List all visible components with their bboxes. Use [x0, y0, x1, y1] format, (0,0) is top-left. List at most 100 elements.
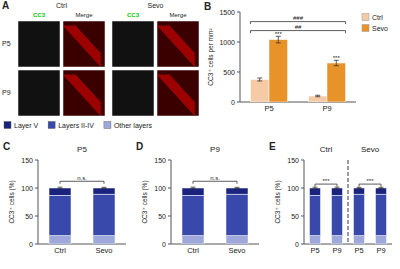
error-bar [315, 95, 320, 96]
y-tick [301, 216, 304, 217]
stain-stripe [74, 75, 100, 104]
group-header: Sevo [148, 2, 164, 9]
bracket-label: *** [366, 178, 374, 184]
y-tick [237, 12, 240, 13]
y-tick [168, 160, 171, 161]
legend-label: Ctrl [372, 14, 383, 21]
bar [93, 194, 115, 235]
panel-label: B [204, 1, 211, 12]
y-tick-label: 1500 [219, 9, 235, 16]
y-tick [301, 244, 304, 245]
bracket-label: ### [293, 15, 304, 21]
y-tick [237, 42, 240, 43]
y-tick-label: 0 [295, 241, 299, 248]
bar [310, 236, 321, 244]
stain-stripe [64, 75, 101, 115]
y-tick-label: 50 [291, 213, 299, 220]
significance: *** [333, 55, 341, 61]
panel-a: AP5P9CtrlCC3MergeSevoCC3Merge [2, 0, 199, 116]
x-tick-label: Sevo [95, 246, 112, 255]
column-header: CC3 [33, 12, 46, 18]
stain-stripe [67, 26, 101, 63]
stain-stripe [166, 75, 195, 107]
y-axis-label: CC3⁺ cells (%) [8, 180, 16, 223]
bar [182, 236, 204, 244]
panel-label: D [136, 141, 143, 152]
x-tick-label: Ctrl [54, 246, 66, 255]
error-bar [334, 60, 339, 65]
bar [332, 188, 343, 195]
legend-label: Layers II-IV [58, 122, 94, 130]
bar [182, 195, 204, 235]
bar [226, 236, 248, 244]
y-tick [301, 160, 304, 161]
bracket [250, 31, 345, 33]
panel: 050010001500P5P9CC3⁺ cells per mm²B*****… [204, 1, 356, 113]
y-tick-label: 100 [21, 185, 33, 192]
error-bar [379, 187, 384, 188]
row-label: P5 [2, 40, 11, 47]
y-tick-label: 150 [21, 157, 33, 164]
y-tick [168, 244, 171, 245]
subtitle: P5 [77, 145, 87, 154]
x-tick-label: P5 [354, 246, 363, 255]
panel: 050100150CtrlSevoCC3⁺ cells (%)DP9n.s. [136, 141, 259, 255]
group-label: Sevo [361, 145, 380, 154]
y-tick-label: 0 [162, 241, 166, 248]
stain-stripe [74, 26, 100, 55]
bracket [359, 184, 381, 187]
bar [226, 188, 248, 194]
bar [250, 80, 269, 103]
stain-stripe [69, 26, 101, 61]
legend-swatch [362, 25, 369, 32]
x-tick-label: P5 [310, 246, 319, 255]
micrograph [157, 21, 199, 67]
subtitle: P9 [210, 145, 220, 154]
y-axis [240, 12, 241, 102]
y-tick [237, 72, 240, 73]
stain-stripe [158, 75, 195, 115]
x-tick-label: P5 [264, 104, 273, 113]
marks [182, 187, 248, 244]
y-tick-label: 1000 [219, 39, 235, 46]
stain-stripe [161, 75, 195, 112]
y-tick-label: 500 [223, 69, 235, 76]
panel: 050100150CtrlSevoCC3⁺ cells (%)CP5n.s. [3, 141, 126, 255]
x-tick-label: P9 [332, 246, 341, 255]
row-label: P9 [2, 89, 11, 96]
y-tick-label: 50 [158, 213, 166, 220]
bar [376, 236, 387, 244]
y-tick [301, 188, 304, 189]
y-tick [35, 244, 38, 245]
legend-label: Layer V [14, 122, 38, 130]
group-label: Ctrl [320, 145, 333, 154]
group-divider [348, 160, 349, 244]
y-tick [168, 216, 171, 217]
bracket [315, 184, 337, 187]
legend-swatch [362, 14, 369, 21]
group-header: Ctrl [56, 2, 67, 9]
stain-stripe [72, 26, 101, 58]
y-tick-label: 50 [25, 213, 33, 220]
column-header: CC3 [127, 12, 140, 18]
bar [93, 188, 115, 194]
y-tick [237, 102, 240, 103]
panel-label: C [3, 141, 10, 152]
stain-stripe [67, 75, 101, 112]
error-bar [235, 187, 240, 188]
bar [49, 188, 71, 195]
y-tick-label: 100 [154, 185, 166, 192]
bar [332, 195, 343, 235]
stain-stripe [163, 75, 195, 110]
bracket-label: n.s. [77, 175, 87, 181]
column-header: Merge [75, 12, 93, 18]
legend-swatch [48, 122, 55, 129]
panel: 050100150P5P9P5P9CC3⁺ cells (%)ECtrlSevo… [269, 141, 392, 255]
stain-stripe [161, 26, 195, 63]
panel-label: A [2, 0, 9, 11]
legend-label: Sevo [372, 25, 388, 32]
x-tick-label: P9 [322, 104, 331, 113]
bar [182, 188, 204, 195]
micrograph [63, 21, 105, 67]
bracket [250, 22, 345, 25]
